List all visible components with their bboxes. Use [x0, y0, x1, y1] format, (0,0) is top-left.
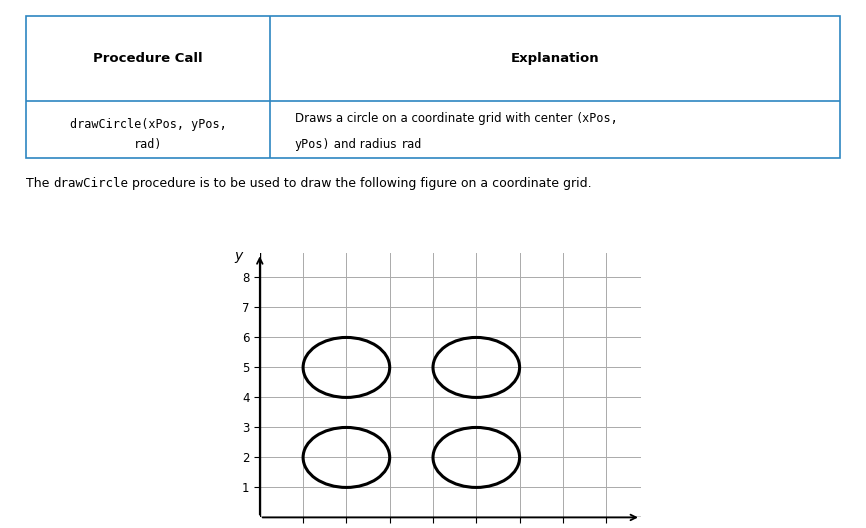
Text: drawCircle(xPos, yPos,: drawCircle(xPos, yPos,: [69, 118, 227, 131]
Text: Explanation: Explanation: [511, 52, 599, 65]
Text: drawCircle: drawCircle: [54, 177, 128, 190]
Text: The: The: [26, 177, 54, 190]
Text: yPos): yPos): [294, 138, 330, 150]
Text: (xPos,: (xPos,: [576, 112, 618, 125]
Text: rad: rad: [400, 138, 422, 150]
Text: and radius: and radius: [330, 138, 400, 150]
Text: Procedure Call: Procedure Call: [94, 52, 203, 65]
Text: rad): rad): [134, 138, 162, 150]
Text: procedure is to be used to draw the following figure on a coordinate grid.: procedure is to be used to draw the foll…: [128, 177, 592, 190]
Text: O: O: [236, 527, 245, 528]
Text: y: y: [234, 249, 242, 263]
Text: x: x: [635, 527, 643, 528]
Text: Draws a circle on a coordinate grid with center: Draws a circle on a coordinate grid with…: [294, 112, 576, 125]
